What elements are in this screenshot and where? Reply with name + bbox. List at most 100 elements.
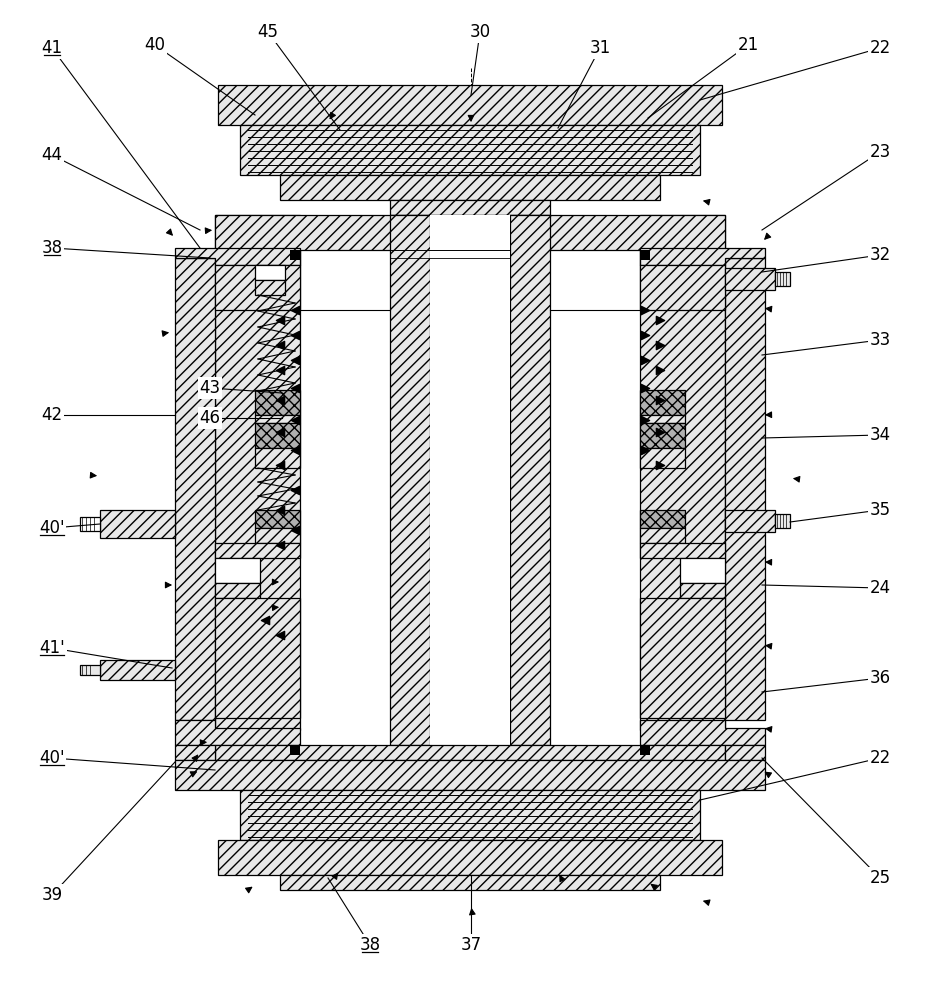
Polygon shape [175, 745, 215, 760]
Text: 39: 39 [41, 886, 62, 904]
Text: 33: 33 [869, 331, 890, 349]
Polygon shape [640, 510, 685, 528]
Point [287, 352, 302, 368]
Point [272, 424, 287, 440]
Polygon shape [640, 265, 725, 310]
Text: 21: 21 [738, 36, 758, 54]
Point [257, 612, 272, 628]
Point [272, 312, 287, 328]
Text: 40': 40' [40, 749, 65, 767]
Polygon shape [390, 215, 430, 745]
Bar [680, 583, 725, 598]
Point [653, 457, 668, 473]
Point [272, 537, 287, 553]
Text: 37: 37 [461, 936, 481, 954]
Polygon shape [175, 248, 300, 265]
Polygon shape [218, 85, 722, 125]
Text: 40: 40 [144, 36, 166, 54]
Point [638, 442, 653, 458]
Point [653, 362, 668, 378]
Text: 22: 22 [869, 39, 890, 57]
Bar [640, 745, 650, 755]
Polygon shape [100, 660, 175, 680]
Bar [680, 558, 725, 583]
Polygon shape [215, 265, 300, 310]
Polygon shape [255, 390, 300, 415]
Point [638, 380, 653, 396]
Polygon shape [640, 215, 725, 730]
Bar [100, 510, 175, 538]
Text: 44: 44 [41, 146, 62, 164]
Text: 24: 24 [869, 579, 890, 597]
Point [287, 522, 302, 538]
Text: 32: 32 [869, 246, 890, 264]
Polygon shape [175, 760, 765, 790]
Text: 46: 46 [200, 409, 220, 427]
Text: 31: 31 [590, 39, 610, 57]
Polygon shape [280, 875, 660, 890]
Polygon shape [175, 258, 215, 720]
Text: 22: 22 [869, 749, 890, 767]
Bar [640, 543, 725, 558]
Bar [215, 583, 260, 598]
Point [272, 392, 287, 408]
Point [653, 312, 668, 328]
Text: 43: 43 [200, 379, 220, 397]
Text: 38: 38 [360, 936, 381, 954]
Bar [725, 510, 775, 532]
Point [638, 352, 653, 368]
Text: 45: 45 [257, 23, 279, 41]
Polygon shape [240, 790, 700, 840]
Polygon shape [215, 215, 300, 730]
Bar [215, 543, 300, 558]
Bar [290, 250, 300, 260]
Bar [255, 528, 300, 543]
Bar [80, 517, 100, 531]
Bar [255, 280, 285, 295]
Polygon shape [215, 598, 300, 718]
Point [272, 502, 287, 518]
Point [287, 380, 302, 396]
Polygon shape [640, 248, 765, 265]
Polygon shape [80, 665, 100, 675]
Text: 25: 25 [869, 869, 890, 887]
Polygon shape [725, 745, 765, 760]
Bar [215, 558, 260, 583]
Text: 41': 41' [40, 639, 65, 657]
Polygon shape [280, 175, 660, 200]
Bar [430, 215, 510, 745]
Bar [775, 514, 790, 528]
Point [638, 327, 653, 343]
Text: 42: 42 [41, 406, 62, 424]
Bar [640, 415, 685, 423]
Bar [290, 745, 300, 755]
Polygon shape [255, 510, 300, 528]
Point [272, 457, 287, 473]
Polygon shape [215, 745, 725, 760]
Text: 41: 41 [41, 39, 62, 57]
Bar [775, 272, 790, 286]
Text: 35: 35 [869, 501, 890, 519]
Bar [640, 528, 685, 543]
Bar [725, 268, 775, 290]
Text: 23: 23 [869, 143, 890, 161]
Polygon shape [640, 720, 765, 745]
Text: 36: 36 [869, 669, 890, 687]
Point [638, 302, 653, 318]
Polygon shape [725, 258, 765, 720]
Polygon shape [390, 200, 550, 215]
Point [287, 412, 302, 428]
Point [653, 392, 668, 408]
Bar [640, 448, 685, 468]
Point [272, 362, 287, 378]
Bar [255, 415, 300, 423]
Polygon shape [215, 215, 725, 250]
Bar [255, 265, 285, 280]
Point [287, 327, 302, 343]
Polygon shape [240, 125, 700, 175]
Point [272, 337, 287, 353]
Polygon shape [175, 720, 300, 745]
Text: 38: 38 [41, 239, 62, 257]
Text: 40': 40' [40, 519, 65, 537]
Text: 30: 30 [469, 23, 491, 41]
